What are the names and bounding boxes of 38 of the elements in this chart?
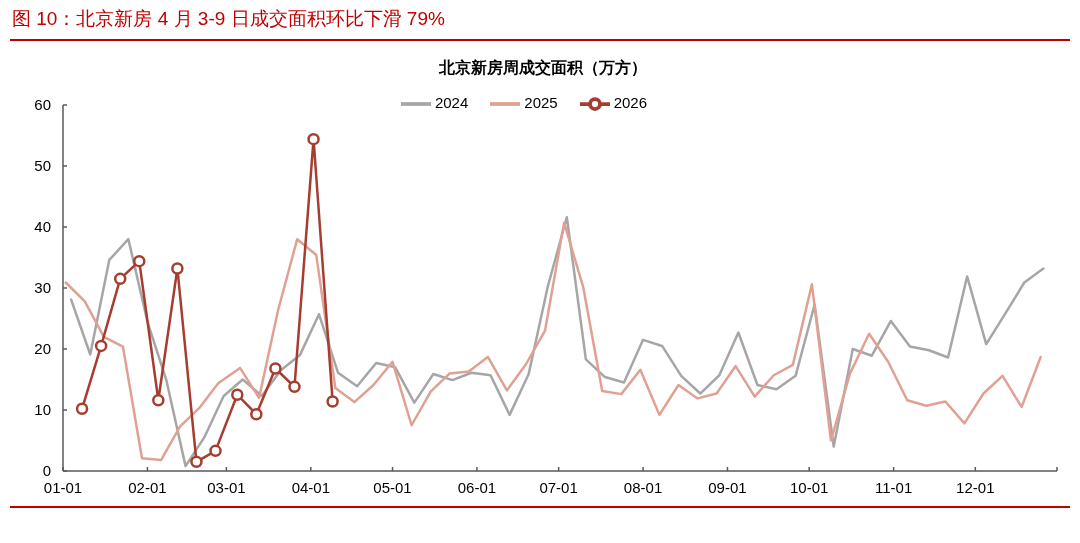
point <box>171 262 184 275</box>
y-tick-label: 60 <box>34 96 51 114</box>
x-tick-label: 11-01 <box>874 478 913 496</box>
point <box>152 393 165 407</box>
x-tick-label: 08-01 <box>623 478 663 496</box>
chart-subtitle: 北京新房周成交面积（万方） <box>438 58 648 78</box>
legend-label: 2026 <box>613 94 648 112</box>
x-tick-label: 06-01 <box>457 478 497 496</box>
point <box>231 388 244 401</box>
point <box>209 444 222 458</box>
y-tick-label: 10 <box>34 401 51 419</box>
x-tick-label: 03-01 <box>207 478 246 496</box>
y-tick-label: 40 <box>34 218 51 236</box>
y-tick-label: 50 <box>34 157 51 175</box>
legend-label: 2024 <box>434 94 469 112</box>
point <box>190 455 203 469</box>
x-tick-label: 10-01 <box>789 478 829 496</box>
x-tick-label: 09-01 <box>708 478 747 496</box>
x-tick-label: 05-01 <box>373 478 412 496</box>
point <box>326 395 339 408</box>
point <box>269 362 282 375</box>
point <box>133 254 146 268</box>
y-tick-label: 30 <box>34 279 51 297</box>
point <box>288 380 301 394</box>
legend-label: 2025 <box>524 94 558 112</box>
x-tick-label: 12-01 <box>956 478 995 496</box>
y-tick-label: 0 <box>42 462 51 480</box>
point <box>113 272 127 286</box>
x-tick-label: 07-01 <box>539 478 578 496</box>
y-tick-label: 20 <box>34 340 51 358</box>
point <box>250 408 263 421</box>
chart-title: 图 10：北京新房 4 月 3-9 日成交面积环比下滑 79% <box>12 7 445 31</box>
point <box>94 339 108 353</box>
x-tick-label: 04-01 <box>291 478 331 496</box>
x-tick-label: 02-01 <box>128 478 167 496</box>
point <box>307 132 320 146</box>
point <box>75 402 89 416</box>
x-tick-label: 01-01 <box>43 478 83 496</box>
